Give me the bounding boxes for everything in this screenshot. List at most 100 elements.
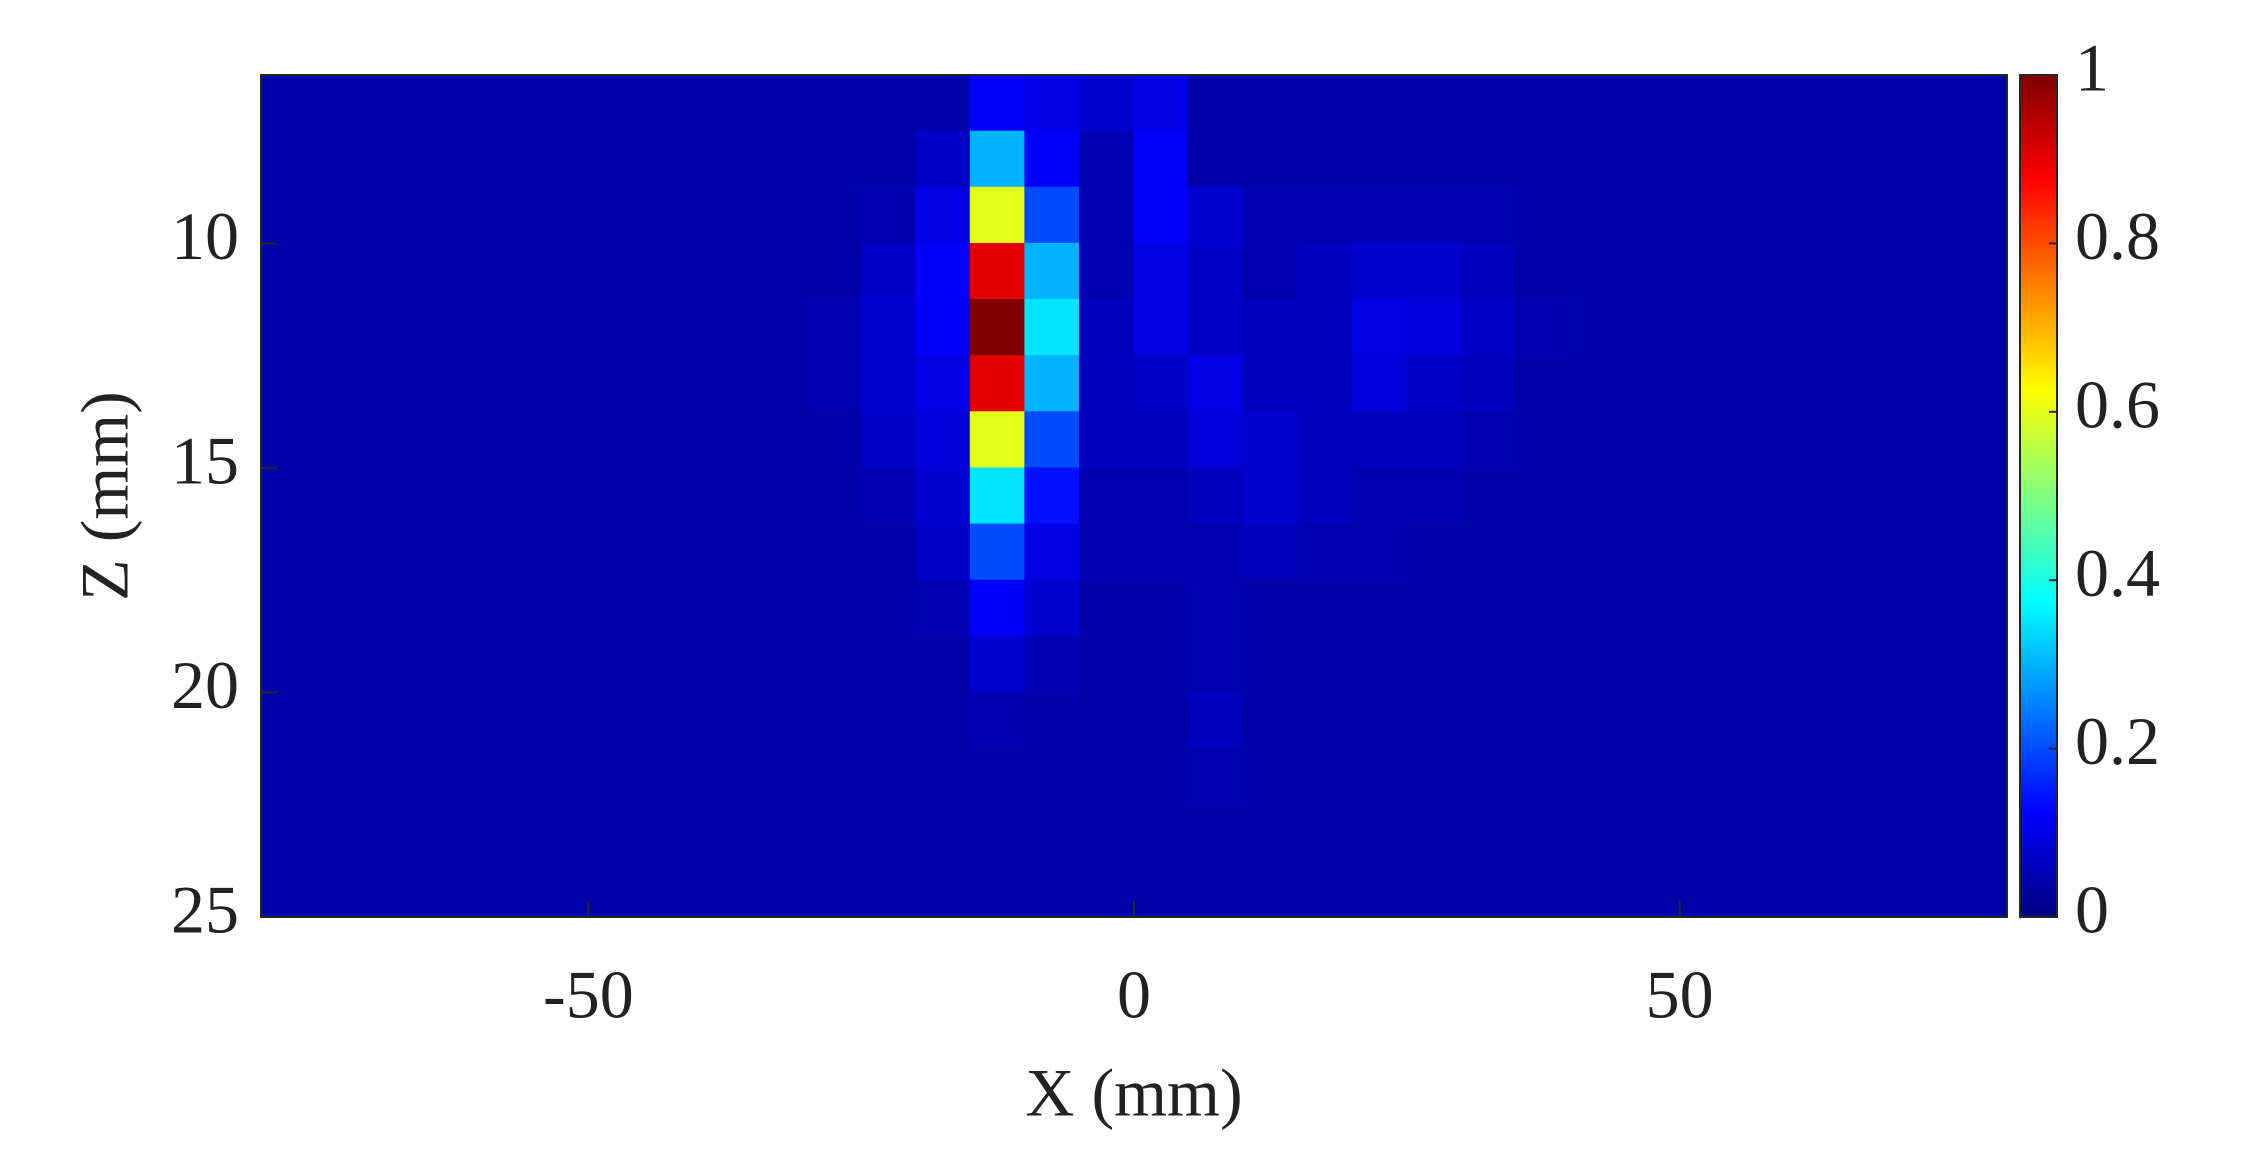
heatmap [260,74,2008,918]
heatmap-cell [260,355,317,413]
heatmap-cell [1624,691,1681,750]
heatmap-cell [697,579,753,637]
heatmap-cell [315,523,371,581]
heatmap-cell [315,804,371,862]
heatmap-cell [1570,804,1626,862]
heatmap-cell [1024,186,1080,244]
heatmap-cell [533,860,589,918]
heatmap-cell [751,411,808,469]
heatmap-cell [1078,411,1135,469]
heatmap-cell [315,635,371,693]
heatmap-cell [1242,411,1299,469]
heatmap-cell [478,523,535,581]
heatmap-cell [424,804,480,862]
heatmap-cell [1351,860,1408,918]
heatmap-cell [1897,635,1953,693]
heatmap-cell [1406,523,1462,581]
heatmap-cell [860,635,917,693]
y-tick-label: 25 [171,872,239,948]
heatmap-cell [1788,411,1844,469]
heatmap-cell [1188,579,1244,637]
heatmap-cell [369,804,426,862]
colorbar [2019,74,2058,918]
heatmap-cell [1842,523,1899,581]
heatmap-cell [1133,130,1190,188]
colorbar-tick-label: 0.2 [2075,703,2160,779]
heatmap-cell [697,467,753,525]
heatmap-cell [533,299,589,357]
heatmap-cell [1788,186,1844,244]
heatmap-cell [1133,355,1190,413]
heatmap-cell [806,579,862,637]
heatmap-cell [969,804,1026,862]
heatmap-cell [1951,748,2008,806]
heatmap-cell [751,804,808,862]
x-tick-label: 50 [1646,957,1714,1033]
heatmap-cell [1460,130,1517,188]
heatmap-cell [478,635,535,693]
heatmap-cell [1733,748,1790,806]
heatmap-cell [1515,579,1571,637]
heatmap-cell [1842,748,1899,806]
heatmap-cell [642,186,698,244]
heatmap-cell [1842,860,1899,918]
heatmap-cell [424,299,480,357]
heatmap-cell [1351,299,1408,357]
heatmap-cell [915,411,971,469]
heatmap-cell [1024,130,1080,188]
heatmap-cell [642,523,698,581]
heatmap-cell [1624,411,1681,469]
heatmap-cell [697,748,753,806]
heatmap-cell [369,860,426,918]
heatmap-cell [533,242,589,301]
heatmap-cell [1406,242,1462,301]
heatmap-cell [1460,635,1517,693]
heatmap-cell [369,355,426,413]
heatmap-cell [1842,411,1899,469]
heatmap-cell [1188,860,1244,918]
heatmap-cell [1406,299,1462,357]
heatmap-cell [260,579,317,637]
heatmap-cell [915,748,971,806]
heatmap-cell [1297,242,1353,301]
heatmap-cell [315,242,371,301]
heatmap-cell [1679,355,1735,413]
heatmap-cell [1024,242,1080,301]
heatmap-cell [751,748,808,806]
x-tick-label: 0 [1117,957,1151,1033]
heatmap-cell [1733,411,1790,469]
heatmap-cell [1297,579,1353,637]
heatmap-cell [1024,74,1080,132]
heatmap-cell [587,860,644,918]
heatmap-cell [1570,467,1626,525]
heatmap-cell [1679,130,1735,188]
heatmap-cell [1897,74,1953,132]
heatmap-cell [1024,748,1080,806]
heatmap-cell [860,130,917,188]
heatmap-cell [1351,411,1408,469]
heatmap-cell [806,860,862,918]
heatmap-cell [1351,691,1408,750]
heatmap-cell [1897,804,1953,862]
heatmap-cell [424,130,480,188]
heatmap-cell [1078,635,1135,693]
heatmap-cell [1460,74,1517,132]
heatmap-cell [1133,635,1190,693]
heatmap-cell [1951,130,2008,188]
heatmap-cell [1078,579,1135,637]
heatmap-cell [1406,467,1462,525]
heatmap-cell [751,242,808,301]
heatmap-cell [315,860,371,918]
heatmap-cell [915,130,971,188]
heatmap-cell [969,242,1026,301]
heatmap-cell [1624,467,1681,525]
colorbar-tick-label: 0.6 [2075,366,2160,442]
heatmap-cell [697,804,753,862]
heatmap-cell [1133,860,1190,918]
heatmap-cell [1406,579,1462,637]
heatmap-cell [1842,74,1899,132]
heatmap-cell [969,299,1026,357]
heatmap-cell [915,691,971,750]
heatmap-cell [1515,691,1571,750]
heatmap-cell [969,691,1026,750]
